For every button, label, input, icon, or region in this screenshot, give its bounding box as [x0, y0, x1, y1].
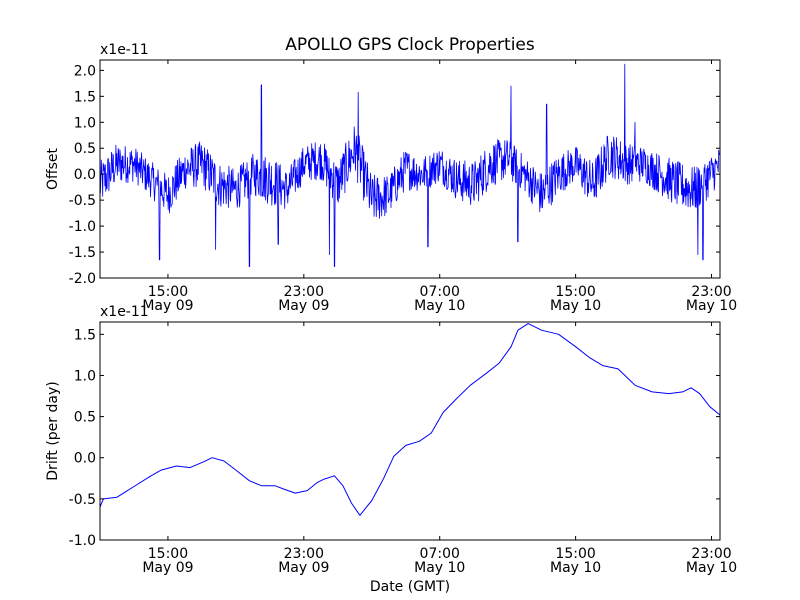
- x-tick-date-label: May 09: [142, 560, 193, 576]
- x-tick-time-label: 07:00: [420, 546, 460, 562]
- x-tick-time-label: 15:00: [555, 546, 595, 562]
- y-axis-label: Offset: [45, 147, 61, 190]
- x-tick-date-label: May 10: [686, 560, 737, 576]
- x-tick-date-label: May 10: [550, 560, 601, 576]
- axis-scale-label: x1e-11: [100, 304, 149, 320]
- x-tick-time-label: 23:00: [691, 284, 731, 300]
- x-tick-date-label: May 09: [278, 298, 329, 314]
- axis-scale-label: x1e-11: [100, 42, 149, 58]
- y-tick-label: 2.0: [74, 63, 96, 79]
- y-tick-label: 0.5: [74, 141, 96, 157]
- x-tick-time-label: 15:00: [148, 284, 188, 300]
- x-tick-time-label: 23:00: [284, 284, 324, 300]
- y-tick-label: 0.0: [74, 167, 96, 183]
- y-tick-label: 0.0: [74, 451, 96, 467]
- chart-title: APOLLO GPS Clock Properties: [285, 35, 535, 55]
- y-tick-label: -0.5: [69, 193, 96, 209]
- x-tick-date-label: May 09: [278, 560, 329, 576]
- x-tick-time-label: 07:00: [420, 284, 460, 300]
- x-tick-time-label: 15:00: [555, 284, 595, 300]
- y-tick-label: -1.5: [69, 245, 96, 261]
- y-tick-label: 1.5: [74, 327, 96, 343]
- y-tick-label: -1.0: [69, 533, 96, 549]
- y-tick-label: -2.0: [69, 271, 96, 287]
- y-tick-label: 0.5: [74, 410, 96, 426]
- y-tick-label: 1.0: [74, 115, 96, 131]
- y-axis-label: Drift (per day): [45, 381, 61, 480]
- y-tick-label: 1.5: [74, 89, 96, 105]
- y-tick-label: -0.5: [69, 492, 96, 508]
- x-tick-date-label: May 09: [142, 298, 193, 314]
- x-tick-time-label: 23:00: [284, 546, 324, 562]
- series-line: [99, 63, 721, 268]
- series-line: [99, 323, 721, 516]
- y-tick-label: -1.0: [69, 219, 96, 235]
- x-axis-label: Date (GMT): [370, 579, 450, 595]
- offset-panel: -2.0-1.5-1.0-0.50.00.51.01.52.015:00May …: [45, 42, 737, 314]
- x-tick-time-label: 15:00: [148, 546, 188, 562]
- x-tick-date-label: May 10: [414, 298, 465, 314]
- y-tick-label: 1.0: [74, 368, 96, 384]
- x-tick-date-label: May 10: [686, 298, 737, 314]
- x-tick-date-label: May 10: [414, 560, 465, 576]
- plot-frame: [99, 321, 721, 541]
- x-tick-time-label: 23:00: [691, 546, 731, 562]
- plot-frame: [99, 59, 721, 279]
- x-tick-date-label: May 10: [550, 298, 601, 314]
